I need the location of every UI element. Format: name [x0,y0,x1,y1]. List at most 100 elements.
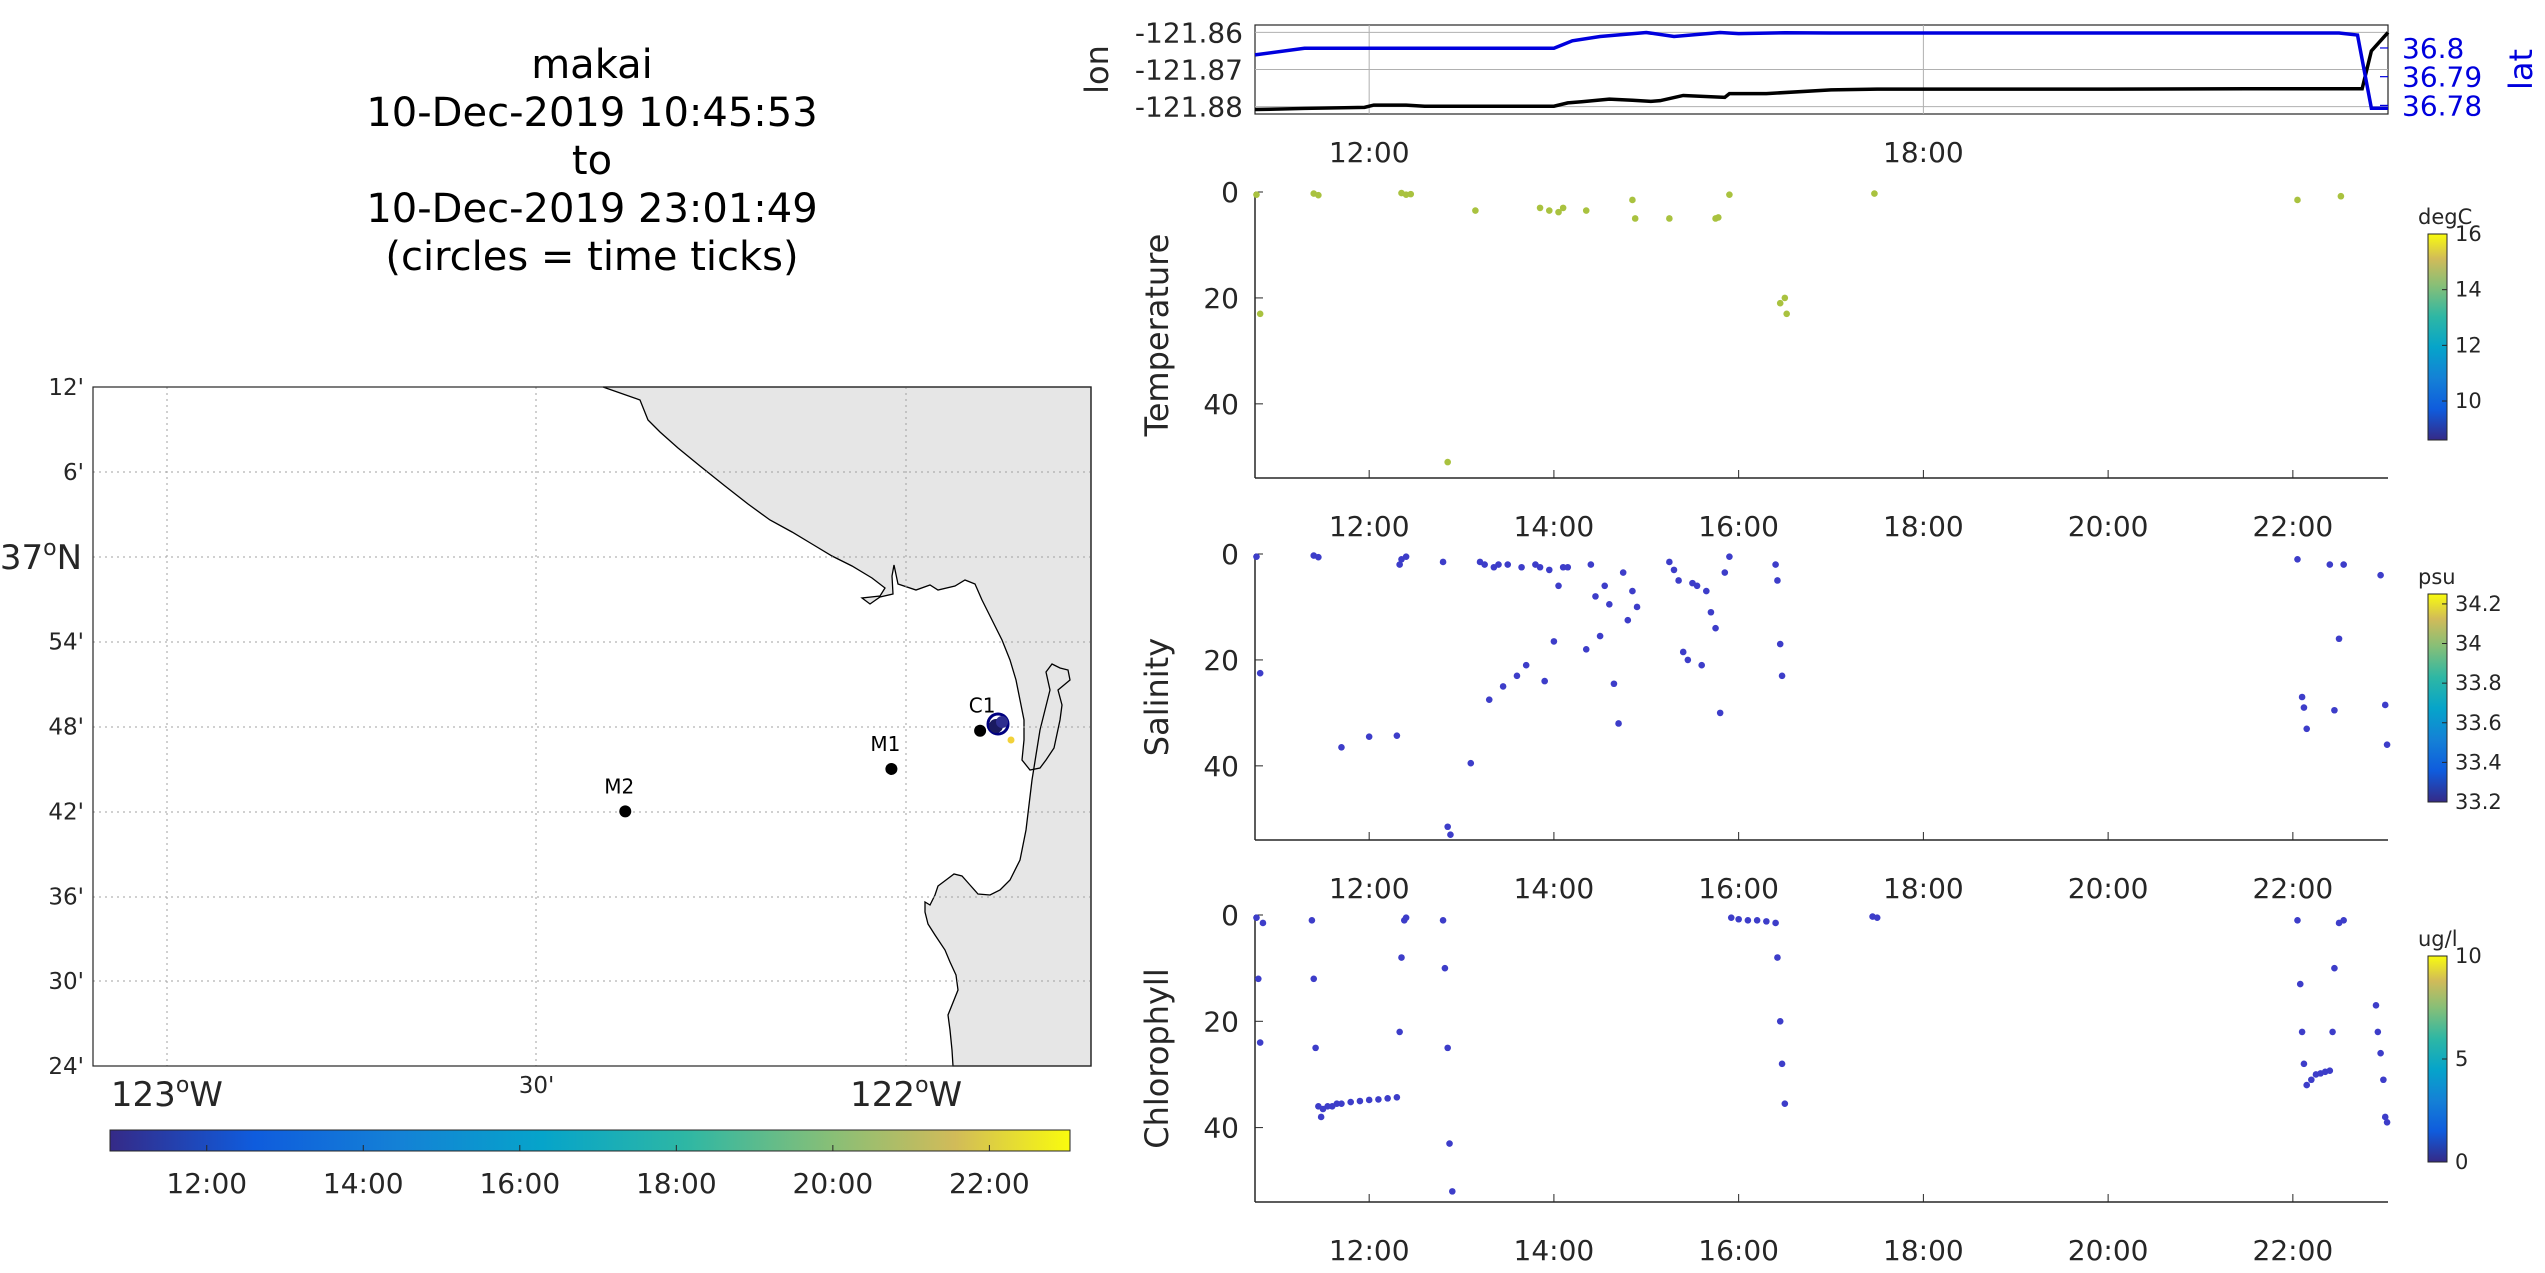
y-tick-label: -121.86 [1135,16,1243,49]
data-point [1684,656,1692,664]
station-label: C1 [969,694,996,718]
colorbar-tick-label: 34.2 [2455,592,2502,616]
x-tick-label: 18:00 [1883,510,1964,543]
x-tick-label: 22:00 [2253,1234,2334,1267]
data-point [1735,915,1742,923]
figure-title: makai 10-Dec-2019 10:45:53 to 10-Dec-201… [366,42,817,280]
data-point [1753,917,1761,924]
y-tick-label: -121.88 [1135,91,1243,124]
map-x-tick-label: 123oW [111,1073,223,1115]
data-point [1675,577,1682,584]
data-point [1402,553,1410,560]
data-point [1774,577,1781,584]
data-point [1610,680,1618,688]
data-point [1721,569,1729,576]
data-point [1693,582,1701,590]
x-tick-label: 12:00 [1329,872,1410,905]
data-point [1308,917,1316,924]
data-point [1712,624,1719,632]
data-point [1396,561,1403,568]
data-point [1587,561,1595,568]
y-tick-label: 20 [1203,282,1239,315]
data-point [2383,1118,2391,1126]
data-point [1522,661,1530,669]
station-label: M1 [870,732,900,756]
map-frame [92,386,1092,1067]
data-point [1559,204,1567,212]
data-point [2326,561,2334,568]
data-point [1698,661,1705,669]
data-point [2383,741,2391,748]
station-marker [974,724,987,737]
map-y-tick-label: 54' [48,630,84,656]
data-point [1315,553,1322,561]
data-point [1259,919,1267,927]
plot-area [1255,192,2388,478]
y-axis-label: Chlorophyll [1138,968,1176,1148]
map-y-tick-label: 24' [48,1054,84,1080]
data-point [1444,1044,1451,1052]
x-tick-label: 18:00 [1883,1234,1964,1267]
colorbar-tick-label: 12 [2455,333,2482,357]
data-point [1564,563,1572,571]
plot-area [1255,554,2388,840]
data-point [1449,1188,1456,1195]
data-point [1513,672,1521,680]
data-point [1536,204,1544,212]
y-axis-label: Temperature [1138,234,1176,438]
data-point [2303,725,2311,733]
data-point [1396,1028,1403,1036]
colorbar: psu 34.2 34 33.8 33.6 33.4 33.2 [2418,565,2502,814]
colorbar-tick-label: 34 [2455,632,2482,656]
data-point [1324,1103,1331,1110]
data-point [1776,1017,1784,1025]
data-point [1763,918,1770,925]
station-label: M2 [604,774,634,798]
data-point [2298,1028,2306,1036]
data-point [1633,603,1641,611]
data-point [1333,1100,1341,1107]
y-tick-label: 40 [1203,1112,1239,1145]
y-axis-label: lon [1078,45,1116,94]
map-track [986,712,1015,744]
temperature-plot: 12:00 14:00 16:00 18:00 20:00 22:00 0 20 40 Tempe… [1138,176,2482,543]
data-point [1778,1060,1786,1068]
map-x-tick-label: 122oW [850,1073,962,1115]
lon-lat-plot: 12:00 18:00 -121.86 -121.87 -121.88 36.836.79… [1078,16,2540,169]
colorbar-tick-label: 5 [2455,1047,2468,1071]
map-y-tick-label: 30' [48,969,84,995]
data-point [1615,720,1622,727]
lon-series-line [1254,31,2390,112]
data-point [1582,207,1590,214]
y-tick-label: 20 [1203,644,1239,677]
title-line-3: to [572,138,612,184]
map-y-tick-label: 37oN [0,536,82,578]
data-point [1310,975,1318,983]
data-point [1256,310,1264,318]
data-point [1256,669,1264,677]
data-point [2381,1113,2389,1121]
data-point [1772,919,1779,927]
data-point [2296,980,2304,988]
y2-tick-label: 36.8 [2402,32,2464,65]
data-point [1715,214,1722,221]
data-point [1312,1044,1319,1052]
data-point [1550,638,1558,645]
data-point [1393,1093,1401,1101]
data-point [1504,561,1512,568]
station-marker [619,805,632,818]
time-colorbar-tick-label: 18:00 [636,1167,717,1200]
data-point [2300,704,2308,711]
data-point [1444,823,1451,831]
data-point [1778,672,1786,680]
data-point [2372,1002,2380,1009]
lat-series-line [1254,30,2388,111]
data-point [1776,640,1784,648]
data-point [1393,732,1401,739]
colorbar-tick-label: 16 [2455,222,2482,246]
data-point [1518,563,1525,571]
data-point [1338,744,1345,751]
data-point [1631,215,1639,222]
data-point [2331,964,2338,972]
x-tick-label: 22:00 [2253,872,2334,905]
